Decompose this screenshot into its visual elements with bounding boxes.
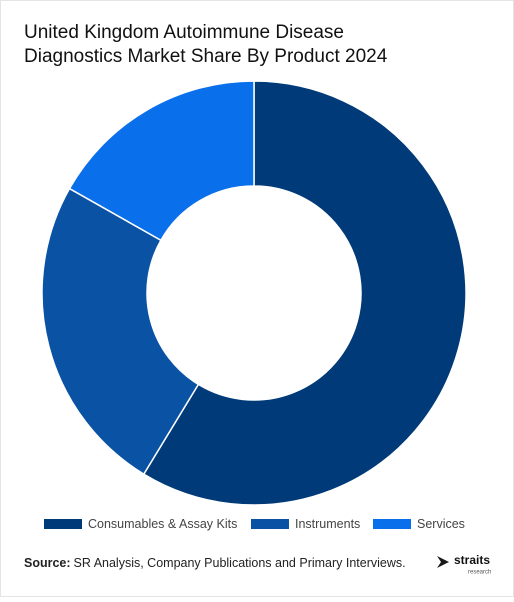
logo-icon <box>437 556 449 568</box>
source-label: Source: <box>24 556 71 570</box>
source-text: SR Analysis, Company Publications and Pr… <box>74 556 406 570</box>
legend-label: Consumables & Assay Kits <box>88 517 237 531</box>
logo-name: straits <box>454 553 490 567</box>
source: Source: SR Analysis, Company Publications… <box>24 556 406 570</box>
legend-swatch <box>373 519 411 529</box>
donut-segment <box>68 80 255 242</box>
legend-label: Services <box>417 517 465 531</box>
logo-tagline: research <box>468 570 491 576</box>
legend-swatch <box>251 519 289 529</box>
legend-swatch <box>44 519 82 529</box>
donut-segment <box>41 187 200 476</box>
chart-title: United Kingdom Autoimmune Disease Diagnos… <box>24 22 388 67</box>
legend-label: Instruments <box>295 517 360 531</box>
donut-segment <box>142 80 467 506</box>
